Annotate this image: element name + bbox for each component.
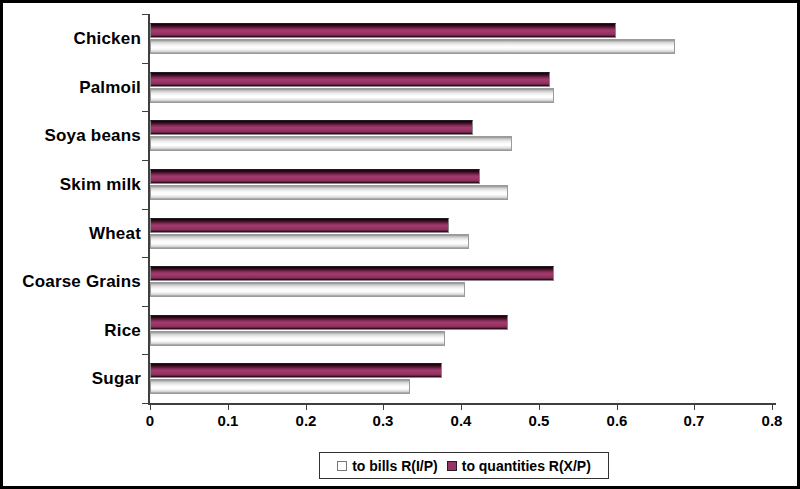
- bar-bills-skim-milk: [150, 185, 508, 200]
- bar-quantities-coarse-grains: [150, 266, 554, 281]
- category-label: Soya beans: [3, 111, 141, 160]
- x-axis-tick: [461, 405, 462, 410]
- y-axis-tick: [142, 354, 148, 355]
- category-label: Wheat: [3, 209, 141, 258]
- x-axis-tick: [228, 405, 229, 410]
- bar-quantities-soya-beans: [150, 120, 473, 135]
- category-label: Skim milk: [3, 160, 141, 209]
- x-tick-label: 0.2: [279, 412, 333, 429]
- category-label: Sugar: [3, 354, 141, 403]
- x-axis-tick: [150, 405, 151, 410]
- bar-quantities-rice: [150, 315, 508, 330]
- x-axis-tick: [539, 405, 540, 410]
- category-label: Palmoil: [3, 63, 141, 112]
- x-axis-tick: [383, 405, 384, 410]
- legend-label: to quantities R(X/P): [462, 458, 591, 474]
- y-axis-tick: [142, 257, 148, 258]
- x-tick-label: 0.4: [434, 412, 488, 429]
- bar-bills-coarse-grains: [150, 282, 465, 297]
- bar-quantities-chicken: [150, 23, 616, 38]
- x-tick-label: 0.6: [590, 412, 644, 429]
- x-tick-label: 0: [123, 412, 177, 429]
- y-axis-tick: [142, 403, 148, 404]
- bar-bills-rice: [150, 331, 445, 346]
- category-label: Coarse Grains: [3, 257, 141, 306]
- legend-swatch-bills-icon: [337, 461, 347, 471]
- x-tick-label: 0.1: [201, 412, 255, 429]
- y-axis-tick: [142, 14, 148, 15]
- x-axis-tick: [617, 405, 618, 410]
- bar-bills-palmoil: [150, 88, 554, 103]
- legend-swatch-quantities-icon: [447, 461, 457, 471]
- category-label: Rice: [3, 306, 141, 355]
- bar-bills-sugar: [150, 379, 410, 394]
- x-tick-label: 0.7: [667, 412, 721, 429]
- x-tick-label: 0.8: [745, 412, 799, 429]
- x-axis-tick: [694, 405, 695, 410]
- y-axis-tick: [142, 63, 148, 64]
- legend-item: to bills R(I/P): [337, 458, 438, 474]
- category-label: Chicken: [3, 14, 141, 63]
- x-axis-tick: [772, 405, 773, 410]
- x-tick-label: 0.5: [512, 412, 566, 429]
- y-axis-tick: [142, 160, 148, 161]
- bar-quantities-wheat: [150, 218, 449, 233]
- bar-quantities-palmoil: [150, 72, 550, 87]
- bar-chart: to bills R(I/P) to quantities R(X/P) 0 0.1…: [0, 0, 800, 489]
- y-axis-tick: [142, 306, 148, 307]
- x-axis-tick: [306, 405, 307, 410]
- x-tick-label: 0.3: [356, 412, 410, 429]
- legend-label: to bills R(I/P): [352, 458, 438, 474]
- bar-quantities-sugar: [150, 363, 442, 378]
- bar-bills-wheat: [150, 234, 469, 249]
- bar-bills-chicken: [150, 39, 675, 54]
- legend: to bills R(I/P) to quantities R(X/P): [319, 452, 609, 479]
- legend-item: to quantities R(X/P): [447, 458, 591, 474]
- y-axis-tick: [142, 209, 148, 210]
- bar-bills-soya-beans: [150, 136, 512, 151]
- y-axis-tick: [142, 111, 148, 112]
- bar-quantities-skim-milk: [150, 169, 480, 184]
- x-axis-line: [148, 403, 776, 405]
